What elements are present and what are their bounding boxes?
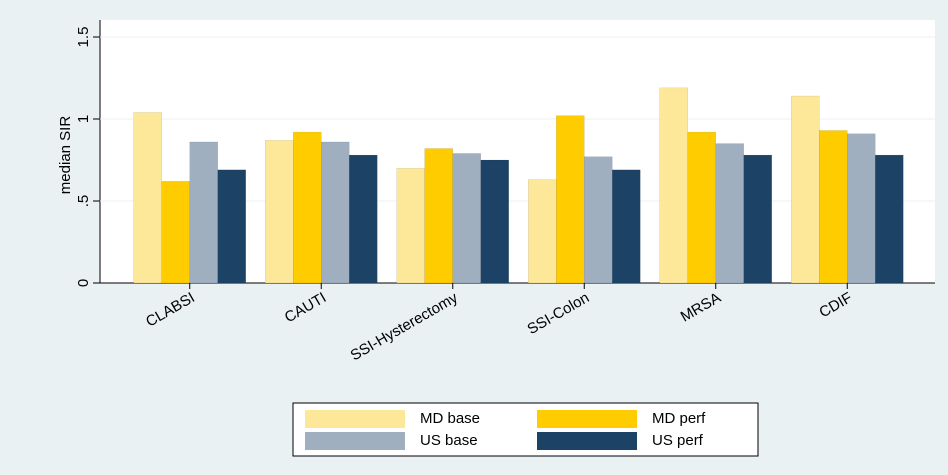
bar	[791, 95, 820, 284]
bar	[133, 112, 162, 284]
bar	[480, 159, 509, 284]
bar	[265, 140, 294, 284]
bar	[161, 181, 190, 284]
bar	[715, 143, 744, 284]
y-axis-label: median SIR	[57, 116, 74, 195]
y-tick-label: .5	[75, 195, 92, 208]
bar	[743, 154, 772, 284]
bar	[612, 169, 641, 284]
bar	[875, 154, 904, 284]
bar	[321, 141, 350, 284]
bar	[217, 169, 246, 284]
bar	[687, 131, 716, 284]
legend-swatch	[305, 432, 405, 450]
legend-swatch	[537, 410, 637, 428]
y-tick-label: 1	[75, 115, 92, 123]
bar	[189, 141, 218, 284]
bar	[293, 131, 322, 284]
legend-label: MD base	[420, 410, 480, 427]
legend-swatch	[537, 432, 637, 450]
bar	[396, 167, 425, 284]
bar	[556, 115, 585, 284]
legend-label: US base	[420, 432, 478, 449]
legend-label: US perf	[652, 432, 704, 449]
bar	[424, 148, 453, 284]
bar	[452, 153, 481, 284]
bar	[847, 133, 876, 284]
bar	[528, 179, 557, 284]
bar	[349, 154, 378, 284]
bar	[819, 130, 848, 284]
y-tick-label: 1.5	[75, 27, 92, 48]
legend-label: MD perf	[652, 410, 706, 427]
bar	[659, 87, 688, 284]
bar	[584, 156, 613, 284]
y-tick-label: 0	[75, 279, 92, 287]
legend-swatch	[305, 410, 405, 428]
